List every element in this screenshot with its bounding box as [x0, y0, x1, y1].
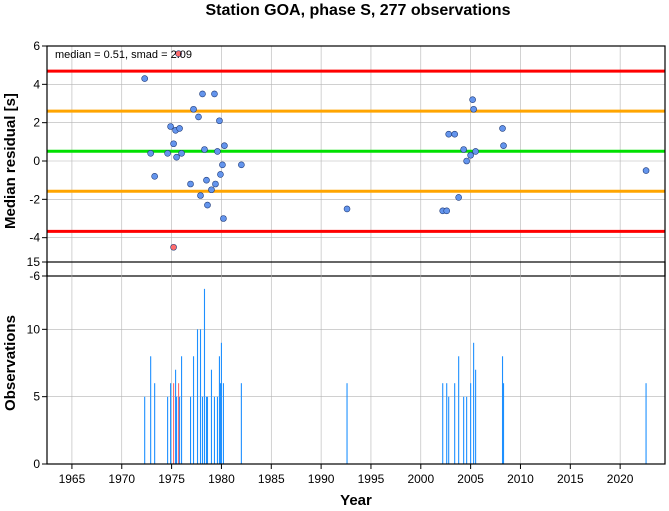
- top-y-tick-label-2: -2: [29, 192, 40, 206]
- residual-point-0-2: [151, 173, 158, 180]
- residual-point-0-35: [463, 157, 470, 165]
- x-tick-label-6: 1995: [358, 472, 385, 486]
- bottom-y-ticks: 0 5 10 15: [27, 255, 47, 471]
- residual-point-0-42: [642, 167, 650, 174]
- residual-point-0-27: [238, 161, 245, 169]
- residual-point-0-15: [201, 146, 208, 153]
- bottom-frame: [46, 261, 666, 465]
- residual-point-0-32: [451, 130, 458, 138]
- residual-point-0-24: [219, 161, 226, 169]
- bottom-y-tick-label-2: 10: [27, 322, 41, 336]
- bottom-grid: [47, 261, 665, 465]
- residual-point-0-12: [195, 113, 202, 121]
- bottom-y-tick-label-0: 0: [33, 457, 40, 471]
- x-tick-label-8: 2005: [457, 472, 484, 486]
- top-y-axis-label: Median residual [s]: [2, 93, 19, 229]
- top-y-tick-label-4: 2: [33, 116, 40, 130]
- residual-point-0-19: [211, 90, 218, 98]
- residual-point-0-17: [204, 201, 211, 209]
- top-y-tick-label-1: -4: [29, 231, 40, 245]
- residual-point-0-11: [190, 105, 197, 113]
- x-tick-label-2: 1975: [158, 472, 185, 486]
- top-y-ticks: -6 -4 -2 0 2 4 6: [29, 39, 47, 283]
- residual-point-0-20: [212, 180, 219, 188]
- residual-point-0-38: [470, 105, 477, 113]
- bottom-x-ticks: 1965 1970 1975 1980 1985 1990 1995 2000 2005 2010…: [59, 464, 634, 486]
- residual-point-0-7: [173, 153, 180, 161]
- residual-point-0-21: [214, 148, 221, 155]
- x-tick-label-4: 1985: [258, 472, 285, 486]
- top-y-tick-label-6: 6: [33, 39, 40, 53]
- residual-point-0-9: [178, 150, 185, 157]
- x-axis-label: Year: [340, 492, 372, 509]
- residual-point-0-1: [147, 150, 154, 157]
- residual-point-0-28: [343, 205, 351, 213]
- residual-point-0-40: [499, 125, 506, 132]
- residual-point-0-4: [167, 123, 174, 130]
- x-tick-label-11: 2020: [607, 472, 634, 486]
- top-panel: -6 -4 -2 0 2 4 6 median = 0.51, smad = 2.09 Me…: [2, 39, 666, 283]
- residual-point-0-39: [472, 148, 479, 155]
- bottom-y-tick-label-3: 15: [27, 255, 41, 269]
- observation-bars: [144, 288, 647, 464]
- residual-point-0-14: [199, 90, 206, 98]
- residual-point-1-0: [170, 243, 177, 251]
- top-y-tick-label-5: 4: [33, 77, 40, 91]
- residual-point-0-34: [460, 146, 467, 153]
- residual-point-1-1: [175, 50, 182, 57]
- x-tick-label-10: 2015: [557, 472, 584, 486]
- residual-point-0-5: [170, 140, 177, 148]
- residual-point-0-10: [187, 180, 194, 188]
- residual-point-0-13: [197, 192, 204, 199]
- residual-point-0-16: [203, 176, 210, 184]
- residual-point-0-30: [443, 207, 451, 215]
- residual-point-0-8: [176, 125, 183, 132]
- residual-point-0-37: [469, 96, 476, 103]
- threshold-lines: [47, 69, 665, 233]
- chart-title: Station GOA, phase S, 277 observations: [206, 2, 511, 19]
- residual-point-0-36: [467, 151, 474, 159]
- residual-point-0-0: [141, 75, 148, 82]
- x-tick-label-5: 1990: [308, 472, 335, 486]
- residual-point-0-31: [445, 130, 453, 138]
- top-y-tick-label-3: 0: [33, 154, 40, 168]
- median-annotation: median = 0.51, smad = 2.09: [55, 49, 192, 61]
- x-tick-label-0: 1965: [59, 472, 86, 486]
- residual-point-0-25: [220, 215, 227, 222]
- x-tick-label-7: 2000: [407, 472, 434, 486]
- bottom-y-axis-label: Observations: [2, 315, 19, 411]
- residual-point-0-18: [208, 186, 215, 194]
- residual-points: [141, 50, 650, 251]
- top-y-tick-label-0: -6: [29, 269, 40, 283]
- residual-point-0-41: [500, 142, 507, 149]
- top-grid: [47, 45, 665, 277]
- x-tick-label-9: 2010: [507, 472, 534, 486]
- x-tick-label-3: 1980: [208, 472, 235, 486]
- residual-point-0-23: [217, 171, 224, 178]
- bottom-y-tick-label-1: 5: [33, 390, 40, 404]
- bottom-panel: 0 5 10 15 1965 1970 1975 1980 1985 1990 1995 2000 2…: [2, 255, 666, 509]
- x-tick-label-1: 1970: [108, 472, 135, 486]
- residual-point-0-22: [216, 117, 223, 125]
- residual-point-0-26: [221, 142, 228, 149]
- residual-point-0-3: [164, 150, 171, 157]
- residual-point-0-33: [455, 194, 462, 201]
